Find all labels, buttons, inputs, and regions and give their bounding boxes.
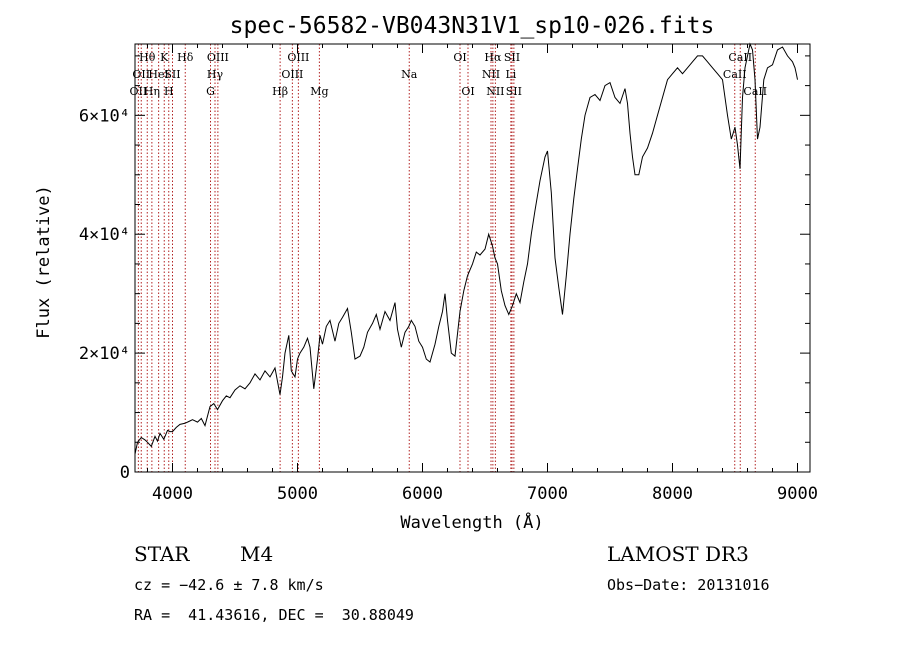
line-label: OI [453,51,466,64]
x-tick-label: 7000 [527,484,568,504]
line-label: SII [164,68,180,81]
y-axis: 0 2×10⁴ 4×10⁴ 6×10⁴ [79,55,810,483]
plot-frame [134,43,811,473]
line-label: H [164,85,174,98]
line-label: Hη [144,85,160,98]
chart-title: spec-56582-VB043N31V1_sp10-026.fits [230,13,715,39]
y-tick-label: 4×10⁴ [79,225,130,245]
coordinates: RA = 41.43616, DEC = 30.88049 [134,606,414,624]
line-label: OIII [287,51,309,64]
x-tick-label: 9000 [777,484,818,504]
survey-name: LAMOST DR3 [607,542,749,566]
line-label: Hα [484,51,502,64]
line-label: OIII [207,51,229,64]
line-label: K [160,51,169,64]
line-label: SII [504,51,520,64]
x-tick-label: 4000 [152,484,193,504]
line-label: Li [505,68,516,81]
redshift-text: cz = −42.6 ± 7.8 km/s [134,576,324,594]
line-label: HeI [148,68,168,81]
y-tick-label: 0 [120,463,130,483]
line-label: Hγ [207,68,224,81]
line-label: Mg [310,85,328,98]
line-label: Hθ [139,51,156,64]
line-label: OIII [281,68,303,81]
object-subclass: M4 [240,542,273,566]
line-label: SII [506,85,522,98]
line-label: OI [461,85,474,98]
x-tick-label: 6000 [402,484,443,504]
line-label: OII [132,68,150,81]
line-label: CaII [723,68,747,81]
x-axis: 4000 5000 6000 7000 8000 9000 [147,44,818,504]
spectrum-line [134,42,798,455]
line-labels: OII OII Hθ Hη HeI K H SII Hδ G Hγ OIII Hβ OIII OIII Mg N… [130,51,768,98]
x-axis-label: Wavelength (Å) [400,511,543,533]
line-label: NII [482,68,500,81]
y-tick-label: 6×10⁴ [79,106,130,126]
line-markers [137,44,756,472]
line-label: Na [401,68,418,81]
y-tick-label: 2×10⁴ [79,344,130,364]
line-label: G [206,85,215,98]
object-class: STAR [134,542,190,566]
line-label: Hδ [177,51,194,64]
line-label: OII [130,85,148,98]
line-label: Hβ [272,85,288,98]
x-tick-label: 8000 [652,484,693,504]
obs-date: Obs−Date: 20131016 [607,576,770,594]
x-tick-label: 5000 [277,484,318,504]
line-label: NII [486,85,504,98]
y-axis-label: Flux (relative) [34,185,54,339]
